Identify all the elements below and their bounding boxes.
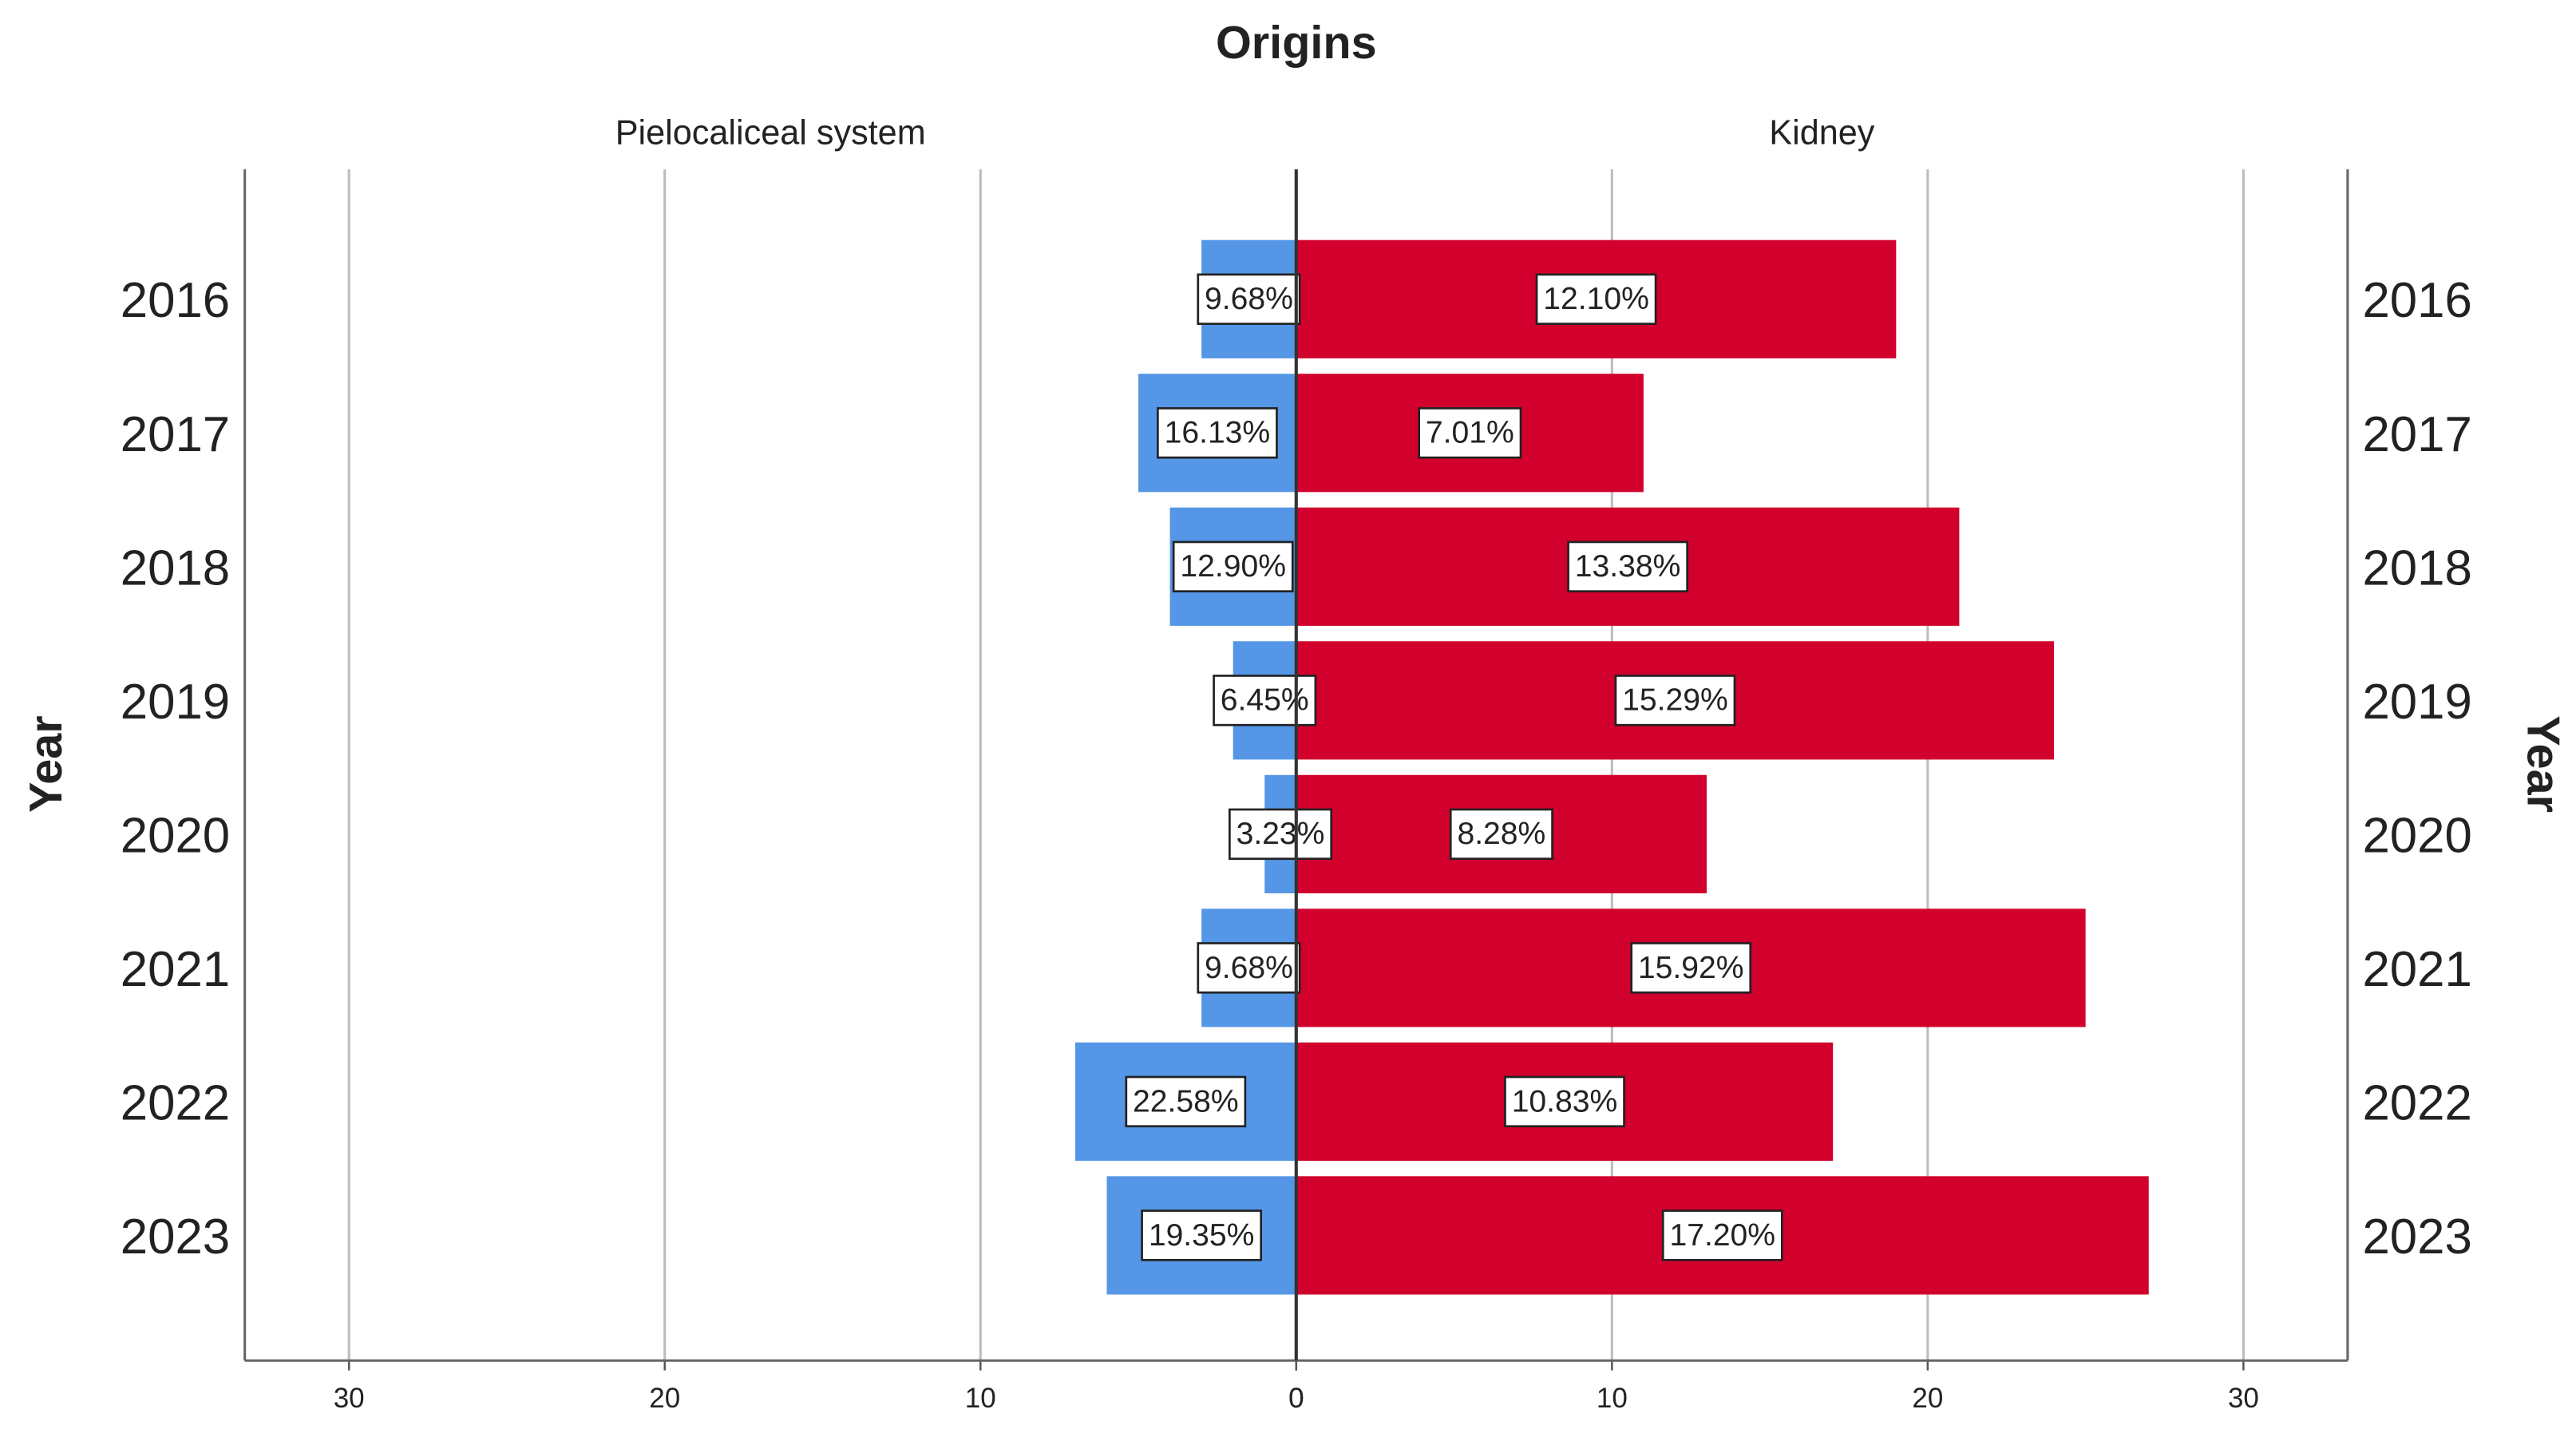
value-label: 6.45% bbox=[1221, 683, 1309, 718]
x-tick-label: 10 bbox=[1597, 1383, 1628, 1414]
value-label-box bbox=[1418, 407, 1522, 459]
value-label-box bbox=[1504, 1075, 1625, 1128]
value-label: 12.90% bbox=[1180, 549, 1286, 584]
value-label-box bbox=[1567, 540, 1688, 593]
y-tick-label: 2020 bbox=[2362, 808, 2471, 863]
value-label: 16.13% bbox=[1165, 416, 1271, 450]
y-tick-label: 2022 bbox=[2362, 1075, 2471, 1130]
x-tick-label: 0 bbox=[1288, 1383, 1304, 1414]
x-tick-label: 0 bbox=[1288, 1383, 1304, 1414]
value-label: 15.29% bbox=[1622, 683, 1728, 718]
value-label: 17.20% bbox=[1669, 1218, 1775, 1253]
y-tick-label: 2023 bbox=[121, 1209, 230, 1265]
value-label: 15.92% bbox=[1638, 951, 1744, 985]
y-tick-label: 2016 bbox=[2362, 273, 2471, 328]
y-tick-label: 2018 bbox=[121, 540, 230, 596]
value-label: 3.23% bbox=[1237, 817, 1325, 851]
y-tick-label: 2022 bbox=[121, 1075, 230, 1130]
series-name: Kidney bbox=[1769, 113, 1874, 152]
chart-title: Origins bbox=[1216, 18, 1377, 69]
value-label-box bbox=[1449, 808, 1553, 861]
y-axis-label: Year bbox=[2518, 715, 2569, 813]
series-name: Pielocaliceal system bbox=[615, 113, 926, 152]
value-label: 19.35% bbox=[1149, 1218, 1255, 1253]
value-label-box bbox=[1213, 675, 1317, 726]
value-label-box bbox=[1125, 1075, 1247, 1128]
value-label: 10.83% bbox=[1512, 1084, 1618, 1118]
x-tick-label: 20 bbox=[1912, 1383, 1943, 1414]
value-label: 12.10% bbox=[1543, 282, 1649, 316]
value-label: 22.58% bbox=[1133, 1084, 1239, 1118]
y-tick-label: 2021 bbox=[121, 942, 230, 997]
value-label-box bbox=[1661, 1209, 1783, 1261]
value-label-box bbox=[1535, 273, 1657, 325]
value-label-box bbox=[1229, 808, 1333, 861]
y-tick-label: 2019 bbox=[121, 675, 230, 730]
y-tick-label: 2016 bbox=[121, 273, 230, 328]
y-tick-label: 2018 bbox=[2362, 540, 2471, 596]
x-tick-label: 30 bbox=[334, 1383, 365, 1414]
value-label-box bbox=[1630, 942, 1752, 994]
value-label: 8.28% bbox=[1457, 817, 1545, 851]
value-label-box bbox=[1141, 1209, 1262, 1261]
y-tick-label: 2020 bbox=[121, 808, 230, 863]
y-tick-label: 2017 bbox=[121, 407, 230, 462]
y-tick-label: 2023 bbox=[2362, 1209, 2471, 1265]
y-axis-label: Year bbox=[21, 715, 72, 813]
value-label: 9.68% bbox=[1205, 951, 1293, 985]
y-tick-label: 2017 bbox=[2362, 407, 2471, 462]
y-tick-label: 2021 bbox=[2362, 942, 2471, 997]
value-label-box bbox=[1197, 273, 1301, 325]
value-label-box bbox=[1157, 407, 1278, 459]
value-label-box bbox=[1197, 942, 1301, 994]
x-tick-label: 10 bbox=[965, 1383, 996, 1414]
value-label: 7.01% bbox=[1426, 416, 1514, 450]
y-tick-label: 2019 bbox=[2362, 675, 2471, 730]
value-label-box bbox=[1172, 540, 1294, 593]
x-tick-label: 30 bbox=[2228, 1383, 2259, 1414]
value-label: 9.68% bbox=[1205, 282, 1293, 316]
x-tick-label: 20 bbox=[649, 1383, 680, 1414]
value-label: 13.38% bbox=[1575, 549, 1681, 584]
value-label-box bbox=[1614, 675, 1736, 726]
